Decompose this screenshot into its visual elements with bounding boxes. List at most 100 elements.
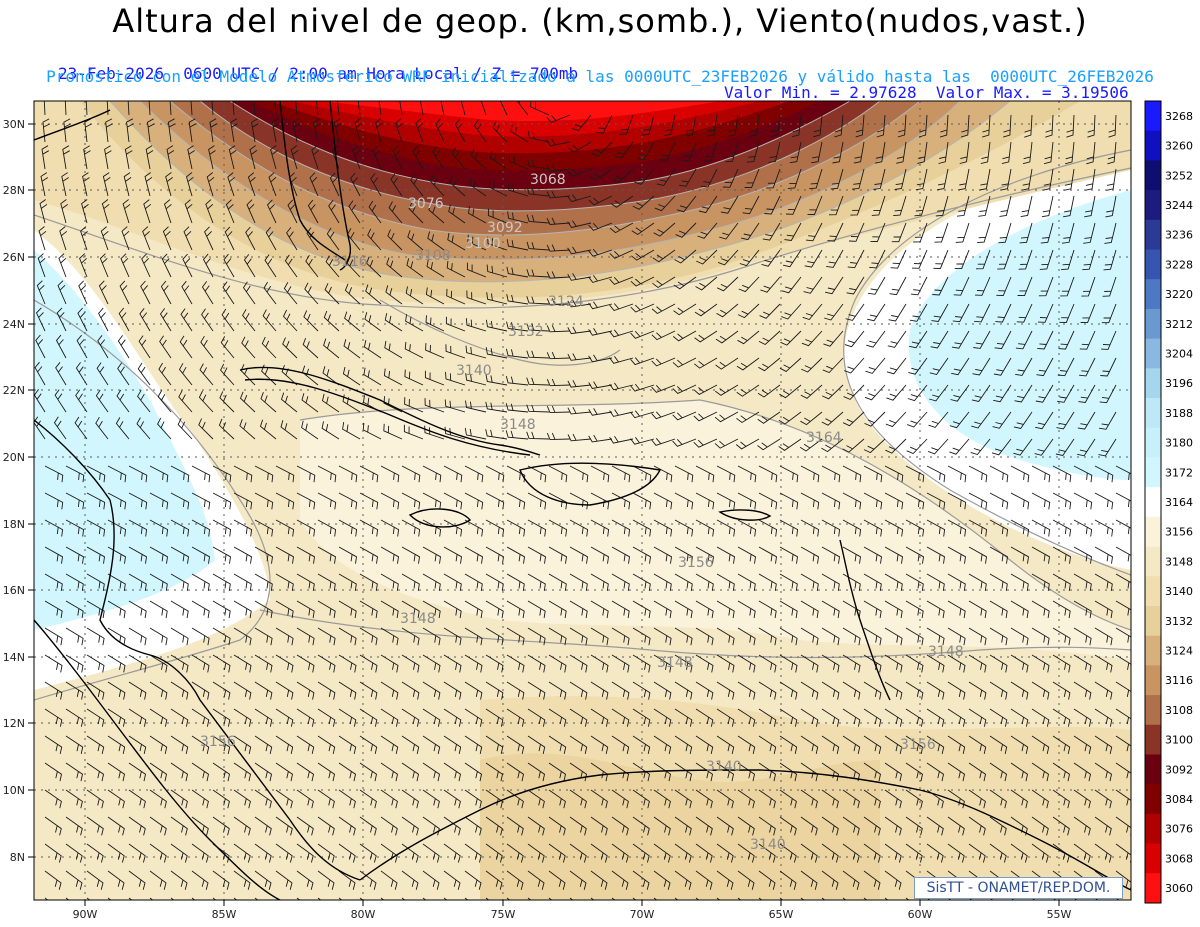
- wind-barb: [354, 118, 363, 143]
- wind-barb: [401, 492, 421, 510]
- wind-barb: [485, 429, 508, 440]
- wind-barb: [716, 654, 735, 673]
- wind-barb: [362, 422, 382, 440]
- wind-barb: [295, 101, 298, 116]
- wind-barb: [506, 708, 525, 727]
- wind-barb: [968, 735, 987, 754]
- wind-barb: [611, 600, 630, 619]
- wind-barb: [674, 735, 693, 754]
- wind-barb: [741, 222, 760, 241]
- wind-barb: [695, 546, 714, 564]
- wind-barb: [737, 870, 755, 890]
- wind-barb: [632, 600, 651, 619]
- wind-barb: [722, 168, 739, 188]
- wind-barb: [282, 309, 298, 332]
- wind-barb: [1073, 465, 1093, 483]
- cuba-coast: [239, 366, 541, 456]
- lat-label: 22N: [3, 384, 25, 397]
- wind-barb: [569, 519, 589, 537]
- wind-barb: [884, 897, 889, 900]
- wind-barb: [802, 303, 823, 321]
- wind-barb: [588, 275, 613, 283]
- wind-barb: [853, 141, 865, 164]
- colorbar-label: 3252: [1165, 169, 1193, 182]
- wind-barb: [1094, 519, 1114, 537]
- wind-barb: [842, 627, 861, 646]
- wind-barb: [634, 168, 655, 185]
- wind-barb: [590, 546, 609, 564]
- wind-barb: [569, 627, 588, 646]
- wind-barb: [107, 654, 126, 673]
- wind-barb: [588, 195, 613, 206]
- contour-label: 3156: [200, 734, 236, 750]
- wind-barb: [527, 130, 550, 143]
- wind-barb: [968, 573, 987, 591]
- wind-barb: [716, 546, 735, 564]
- colorbar-label: 3244: [1165, 199, 1193, 212]
- wind-barb: [947, 627, 966, 646]
- wind-barb: [422, 465, 442, 483]
- wind-barb: [842, 735, 861, 754]
- wind-barb: [107, 843, 125, 863]
- wind-barb: [569, 897, 574, 900]
- wind-barb: [590, 843, 608, 863]
- wind-barb: [233, 465, 253, 483]
- wind-barb: [96, 362, 109, 386]
- wind-barb: [223, 253, 235, 278]
- wind-barb: [509, 154, 529, 170]
- wind-barb: [863, 573, 882, 591]
- wind-barb: [465, 345, 487, 359]
- wind-barb: [1107, 141, 1117, 165]
- wind-barb: [609, 249, 634, 259]
- wind-barb: [201, 308, 214, 332]
- lon-label: 60W: [908, 908, 933, 921]
- wind-barb: [296, 897, 301, 900]
- wind-barb: [317, 546, 336, 564]
- wind-barb: [1057, 384, 1075, 403]
- wind-barb: [1031, 816, 1049, 836]
- wind-barb: [1061, 222, 1075, 244]
- wind-barb: [653, 735, 672, 754]
- wind-barb: [448, 204, 466, 224]
- wind-barb: [884, 843, 902, 863]
- wind-barb: [663, 114, 676, 137]
- colorbar-label: 3124: [1165, 645, 1193, 658]
- wind-barb: [715, 330, 739, 344]
- wind-barb: [464, 762, 483, 782]
- wind-barb: [716, 573, 735, 591]
- wind-barb: [251, 118, 259, 143]
- wind-barb: [254, 870, 272, 890]
- wind-barb: [632, 735, 651, 754]
- lat-label: 10N: [3, 784, 25, 797]
- wind-barb: [467, 234, 487, 251]
- wind-barb: [485, 401, 508, 413]
- wind-barb: [365, 284, 382, 305]
- wind-barb: [896, 141, 907, 164]
- wind-barb: [254, 843, 272, 863]
- wind-barb: [863, 816, 881, 836]
- wind-barb: [905, 708, 924, 727]
- wind-barb: [674, 573, 693, 591]
- wind-barb: [653, 762, 672, 782]
- wind-barb: [228, 145, 237, 170]
- wind-barb: [590, 519, 610, 537]
- wind-barb: [338, 843, 356, 863]
- wind-barb: [233, 762, 252, 782]
- wind-barb: [170, 735, 189, 754]
- wind-barb: [359, 843, 377, 863]
- wind-barb: [1073, 735, 1092, 754]
- wind-barb: [1080, 303, 1096, 324]
- wind-barb: [198, 390, 214, 413]
- wind-barb: [1115, 573, 1131, 589]
- wind-barb: [100, 226, 109, 251]
- wind-barb: [212, 681, 231, 700]
- wind-barb: [737, 627, 756, 646]
- wind-barb: [800, 816, 818, 836]
- wind-barb: [422, 519, 442, 537]
- wind-barb: [191, 573, 210, 591]
- wind-barb: [1031, 762, 1050, 782]
- wind-barb: [246, 199, 256, 224]
- wind-barb: [651, 330, 676, 341]
- wind-barb: [694, 303, 718, 317]
- wind-barb: [383, 423, 403, 440]
